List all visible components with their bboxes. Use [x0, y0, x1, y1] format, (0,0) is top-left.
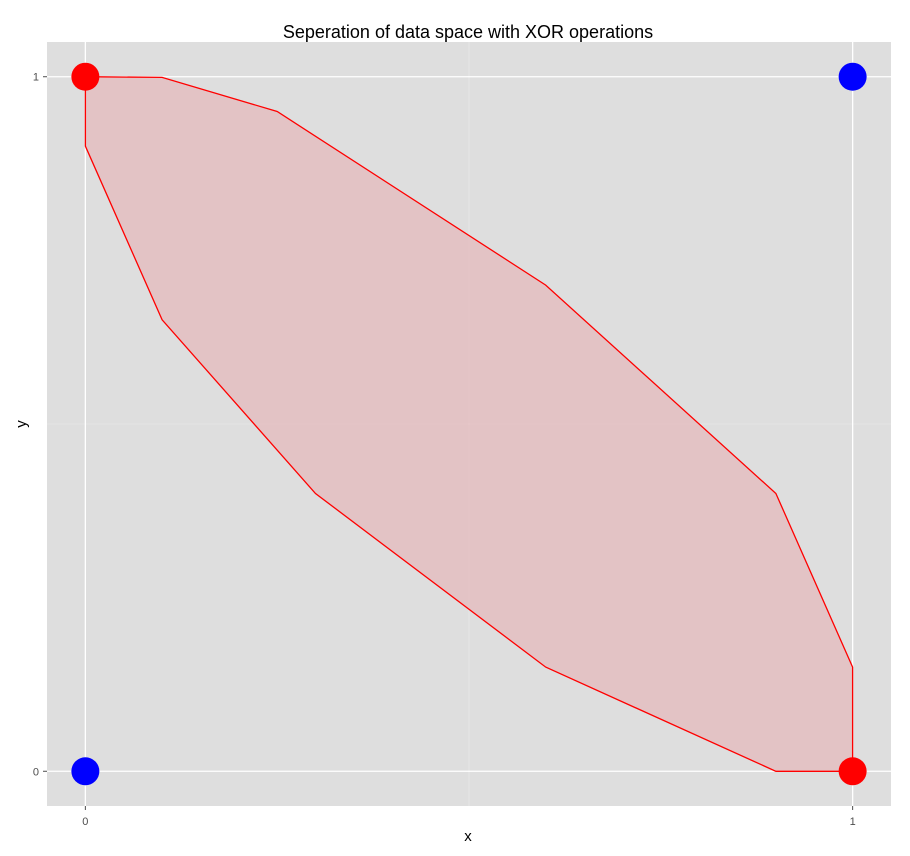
data-point-1	[838, 62, 867, 91]
x-axis-title: x	[464, 828, 472, 845]
data-point-2	[71, 757, 100, 786]
y-tick-label: 0	[33, 766, 39, 778]
data-point-3	[838, 757, 867, 786]
chart-title: Seperation of data space with XOR operat…	[283, 22, 653, 42]
x-tick-label: 1	[850, 816, 856, 828]
y-axis-title: y	[13, 420, 30, 428]
y-tick-label: 1	[33, 72, 39, 84]
ticks-layer: 0 1 0 1	[33, 72, 856, 828]
points-layer	[71, 62, 867, 786]
data-point-0	[71, 62, 100, 91]
x-tick-label: 0	[82, 816, 88, 828]
